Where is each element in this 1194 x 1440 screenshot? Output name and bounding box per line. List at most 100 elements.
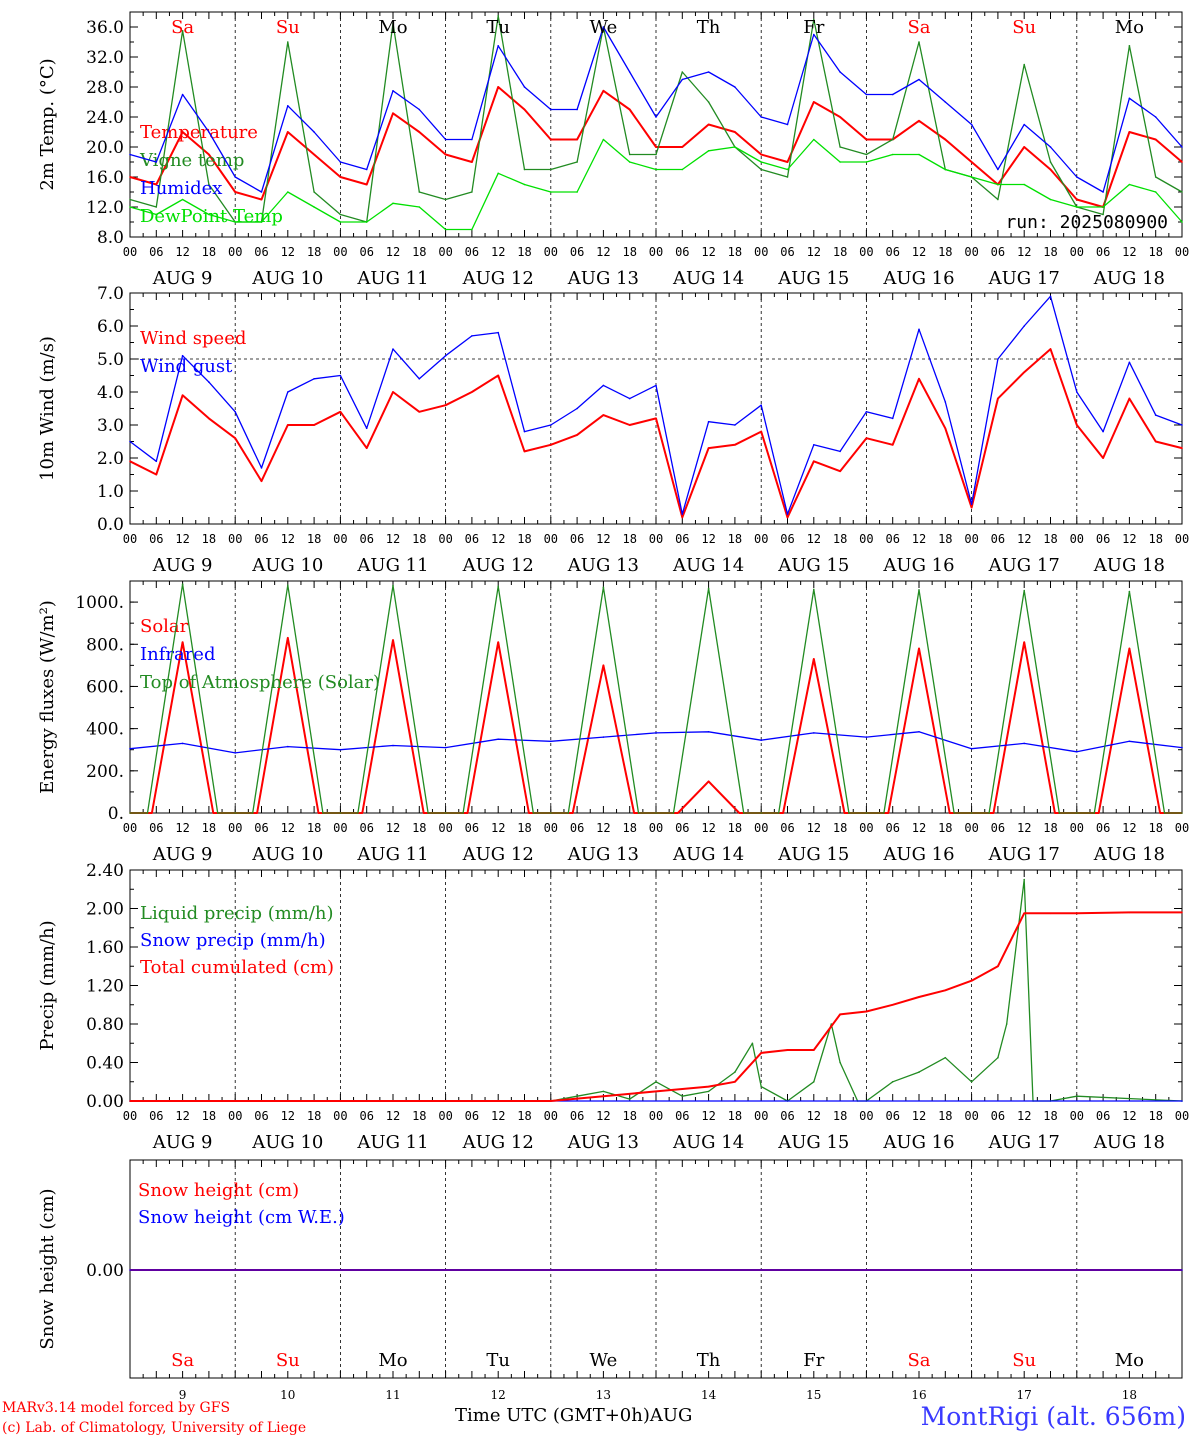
data-point	[392, 22, 394, 25]
data-point	[155, 460, 158, 463]
data-point	[1076, 812, 1078, 814]
data-point	[234, 437, 236, 440]
data-point	[707, 587, 710, 590]
hour-tick-label: 12	[701, 532, 715, 546]
y-tick-label: 0.00	[86, 1092, 124, 1112]
day-number: 17	[1017, 1388, 1032, 1402]
data-point	[1023, 325, 1025, 327]
data-point	[734, 1081, 736, 1083]
data-point	[365, 168, 368, 171]
data-point	[1102, 206, 1104, 208]
data-point	[497, 641, 500, 643]
y-tick-label: 24.0	[86, 108, 124, 128]
hour-tick-label: 12	[175, 532, 189, 546]
hour-tick-label: 00	[333, 821, 347, 835]
data-point	[550, 1100, 552, 1102]
data-point	[260, 480, 263, 482]
hour-tick-label: 06	[780, 245, 794, 259]
data-point	[471, 228, 473, 231]
data-point	[471, 335, 473, 337]
data-point	[1097, 812, 1100, 814]
data-point	[918, 153, 920, 156]
data-point	[602, 26, 605, 28]
hour-tick-label: 00	[964, 532, 978, 546]
hour-tick-label: 18	[728, 821, 742, 835]
data-point	[760, 812, 762, 814]
data-point	[322, 812, 324, 814]
weekday-label: Mo	[1115, 1350, 1144, 1371]
hour-tick-label: 12	[1122, 1109, 1136, 1123]
data-point	[466, 812, 469, 814]
hour-tick-label: 06	[1096, 532, 1110, 546]
hour-tick-label: 06	[675, 245, 689, 259]
hour-tick-label: 06	[570, 532, 584, 546]
data-point	[497, 45, 500, 47]
date-label: AUG 16	[882, 844, 954, 865]
data-point	[523, 430, 526, 433]
data-point	[1128, 740, 1131, 743]
hour-tick-label: 00	[438, 1109, 452, 1123]
data-point	[550, 138, 552, 141]
data-point	[813, 444, 815, 446]
y-axis-title: Precip (mm/h)	[37, 920, 58, 1050]
data-point	[760, 1052, 762, 1054]
data-point	[208, 131, 210, 133]
data-point	[1023, 589, 1025, 592]
hour-tick-label: 18	[307, 532, 321, 546]
hour-tick-label: 12	[175, 1109, 189, 1123]
data-point	[1023, 641, 1025, 643]
data-point	[392, 90, 394, 92]
hour-tick-label: 00	[438, 532, 452, 546]
data-point	[707, 71, 710, 73]
hour-tick-label: 00	[1175, 532, 1189, 546]
data-point	[317, 812, 320, 814]
data-point	[839, 116, 841, 118]
legend-entry: Wind speed	[140, 328, 246, 349]
hour-tick-label: 00	[649, 1109, 663, 1123]
data-point	[444, 138, 447, 141]
data-point	[1023, 878, 1025, 881]
weekday-label: Th	[697, 1350, 721, 1371]
data-point	[813, 460, 815, 463]
data-point	[839, 71, 841, 73]
data-point	[1076, 912, 1078, 915]
data-point	[738, 812, 741, 814]
data-point	[1159, 812, 1161, 814]
data-point	[918, 589, 920, 591]
y-axis-title: Snow height (cm)	[37, 1188, 58, 1349]
hour-tick-label: 00	[438, 821, 452, 835]
data-point	[181, 394, 184, 397]
data-point	[129, 176, 131, 178]
data-point	[760, 161, 762, 163]
data-point	[997, 965, 999, 968]
data-point	[760, 430, 762, 433]
hour-tick-label: 12	[281, 245, 295, 259]
data-point	[944, 401, 947, 403]
date-label: AUG 13	[567, 268, 639, 289]
data-point	[883, 812, 885, 814]
hour-tick-label: 18	[517, 821, 531, 835]
data-point	[287, 391, 289, 393]
data-point	[944, 427, 947, 430]
day-number: 10	[280, 1388, 295, 1402]
data-point	[813, 1081, 815, 1083]
data-point	[742, 812, 745, 814]
data-point	[839, 450, 841, 453]
data-point	[1181, 911, 1183, 914]
data-point	[1128, 590, 1131, 593]
date-label: AUG 12	[462, 555, 534, 576]
data-point	[287, 424, 289, 426]
weekday-label: Tu	[486, 17, 510, 38]
data-point	[181, 641, 184, 643]
data-point	[681, 168, 684, 171]
data-point	[1181, 424, 1183, 426]
data-point	[497, 374, 500, 377]
y-tick-label: 1.0	[97, 482, 124, 502]
data-point	[313, 191, 315, 193]
data-point	[628, 71, 631, 73]
data-point	[208, 417, 210, 420]
date-label: AUG 18	[1093, 555, 1165, 576]
hour-tick-label: 12	[281, 821, 295, 835]
day-number: 16	[911, 1388, 926, 1402]
data-point	[1049, 198, 1052, 201]
